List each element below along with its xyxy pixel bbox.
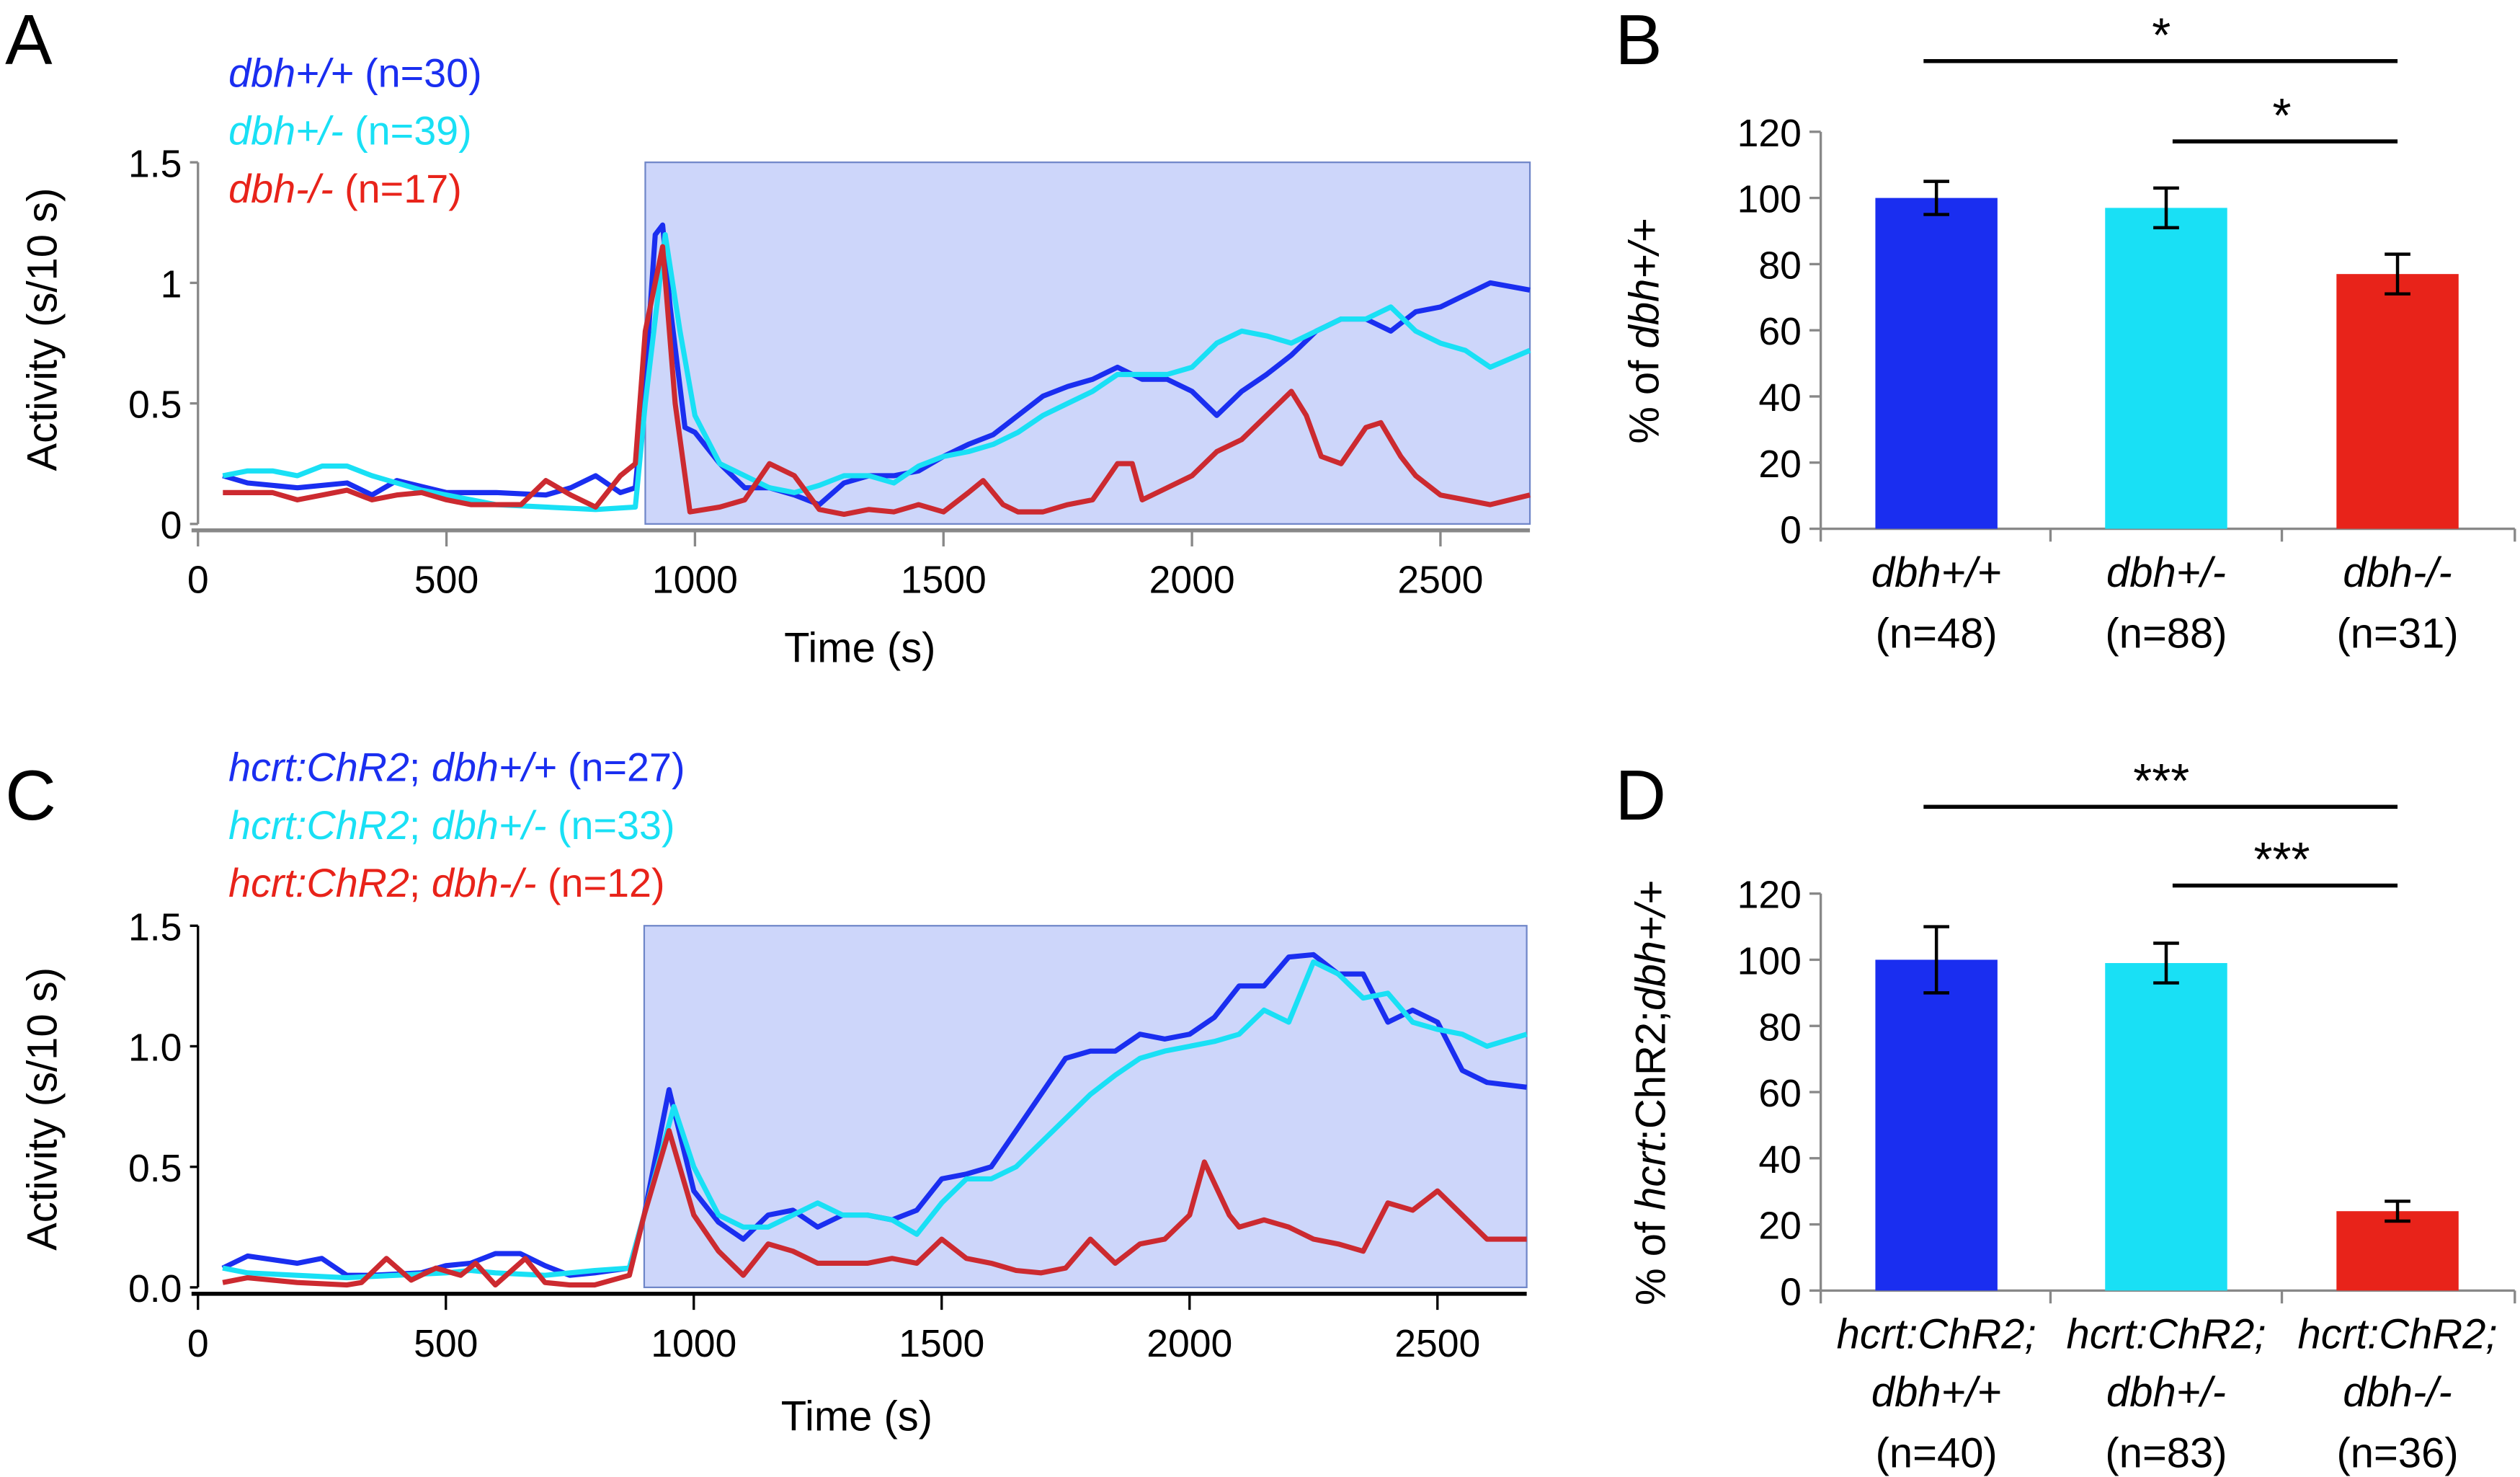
panel-label-b: B	[1615, 0, 1662, 79]
y-tick-label: 20	[1758, 1205, 1802, 1248]
x-axis-label-a: Time (s)	[784, 626, 935, 672]
significance-label: ***	[2253, 833, 2310, 887]
legend-a: dbh+/+ (n=30) dbh+/- (n=39) dbh-/- (n=17…	[228, 50, 482, 211]
bar	[1875, 198, 1998, 529]
category-label: hcrt:ChR2;	[2067, 1312, 2266, 1358]
y-tick-label: 120	[1737, 874, 1802, 917]
legend-item: hcrt:ChR2; dbh+/- (n=33)	[228, 803, 674, 848]
y-tick-label: 100	[1737, 179, 1802, 221]
series-line-dbh-1	[222, 959, 1528, 1281]
line-chart-a: 0 0.5 1 1.5 0 500 1000 1500 2000 2500	[128, 143, 1531, 602]
y-axis-label-c: Activity (s/10 s)	[20, 967, 66, 1251]
category-n-label: (n=40)	[1876, 1431, 1998, 1477]
x-tick-label: 2500	[1394, 1323, 1480, 1365]
legend-c: hcrt:ChR2; dbh+/+ (n=27) hcrt:ChR2; dbh+…	[228, 745, 685, 906]
x-tick-label: 500	[414, 559, 478, 602]
legend-item: dbh+/- (n=39)	[228, 109, 472, 154]
y-tick-label: 0.5	[128, 1148, 182, 1190]
line-chart-c: 0.0 0.5 1.0 1.5 0 500 1000 1500 2000 2500	[128, 906, 1528, 1365]
category-n-label: (n=83)	[2105, 1431, 2227, 1477]
category-label: dbh+/+	[1871, 550, 2001, 596]
category-label: dbh+/-	[2106, 1370, 2226, 1416]
panel-label-c: C	[5, 755, 56, 835]
y-tick-label: 100	[1737, 941, 1802, 983]
y-axis-label-a: Activity (s/10 s)	[20, 188, 66, 471]
plots: 00.511.50 500 1000 1500 2000 25000.00.51.01.5…	[128, 8, 2516, 1477]
category-label: dbh+/-	[2106, 550, 2226, 596]
legend-item: hcrt:ChR2; dbh-/- (n=12)	[228, 861, 664, 905]
category-n-label: (n=48)	[1876, 611, 1998, 657]
y-tick-label: 1.5	[128, 906, 182, 949]
category-label: dbh-/-	[2343, 550, 2452, 596]
y-tick-label: 1	[161, 263, 182, 306]
category-n-label: (n=88)	[2105, 611, 2227, 657]
category-label: hcrt:ChR2;	[1837, 1312, 2036, 1358]
x-tick-label: 0	[187, 559, 209, 602]
legend-item: hcrt:ChR2; dbh+/+ (n=27)	[228, 745, 685, 790]
light-stimulus-region	[644, 161, 1531, 525]
x-tick-label: 2000	[1147, 1323, 1232, 1365]
bar	[2105, 963, 2227, 1291]
bar	[2336, 1211, 2459, 1291]
series-line-dbh-0	[222, 222, 1531, 507]
y-tick-label: 0.5	[128, 384, 182, 427]
series-line-dbh-1	[222, 231, 1531, 513]
y-tick-label: 1.0	[128, 1027, 182, 1070]
y-tick-label: 0	[1780, 1271, 1802, 1313]
y-tick-label: 0.0	[128, 1268, 182, 1310]
x-tick-label: 2500	[1397, 559, 1483, 602]
y-tick-label: 40	[1758, 377, 1802, 420]
significance-label: *	[2273, 89, 2292, 143]
bar	[2105, 208, 2227, 529]
y-tick-label: 60	[1758, 1073, 1802, 1115]
x-tick-label: 1000	[651, 1323, 736, 1365]
x-tick-label: 1000	[652, 559, 738, 602]
y-tick-label: 80	[1758, 1006, 1802, 1049]
y-tick-label: 20	[1758, 443, 1802, 486]
x-tick-label: 1500	[899, 1323, 984, 1365]
x-tick-label: 1500	[901, 559, 987, 602]
category-n-label: (n=36)	[2336, 1431, 2458, 1477]
bar	[1875, 959, 1998, 1291]
series-line-dbh-2	[222, 1127, 1527, 1288]
y-tick-label: 0	[161, 505, 182, 547]
category-label: dbh-/-	[2343, 1370, 2452, 1416]
y-tick-label: 60	[1758, 311, 1802, 353]
category-label: hcrt:ChR2;	[2298, 1312, 2498, 1358]
panel-label-a: A	[5, 0, 53, 79]
category-label: dbh+/+	[1871, 1370, 2001, 1416]
bar	[2336, 274, 2459, 529]
y-tick-label: 0	[1780, 510, 1802, 552]
x-axis-label-c: Time (s)	[781, 1393, 932, 1440]
legend-item: dbh+/+ (n=30)	[228, 50, 482, 95]
y-tick-label: 120	[1737, 112, 1802, 155]
panel-label-d: D	[1615, 755, 1666, 835]
series-line-dbh-2	[223, 244, 1531, 518]
bar-chart-d: 0 20 40 60 80 100 120 hcrt:ChR2; dbh+/+ (n=40) hcr…	[1737, 754, 2516, 1477]
category-n-label: (n=31)	[2336, 611, 2458, 657]
y-axis-label-b: % of dbh+/+	[1621, 218, 1668, 444]
y-tick-label: 1.5	[128, 143, 182, 185]
significance-label: *	[2152, 8, 2171, 62]
y-tick-label: 40	[1758, 1139, 1802, 1181]
light-stimulus-region	[643, 925, 1528, 1289]
legend-item: dbh-/- (n=17)	[228, 167, 462, 211]
x-tick-label: 500	[414, 1323, 478, 1365]
y-axis-label-d: % of hcrt:ChR2;dbh+/+	[1628, 880, 1674, 1305]
bar-chart-b: 0 20 40 60 80 100 120 dbh+/+ (n=48) dbh+/- (n=88) d…	[1737, 8, 2516, 657]
y-tick-label: 80	[1758, 244, 1802, 287]
x-tick-label: 2000	[1149, 559, 1235, 602]
significance-label: ***	[2133, 754, 2189, 808]
x-tick-label: 0	[187, 1323, 209, 1365]
